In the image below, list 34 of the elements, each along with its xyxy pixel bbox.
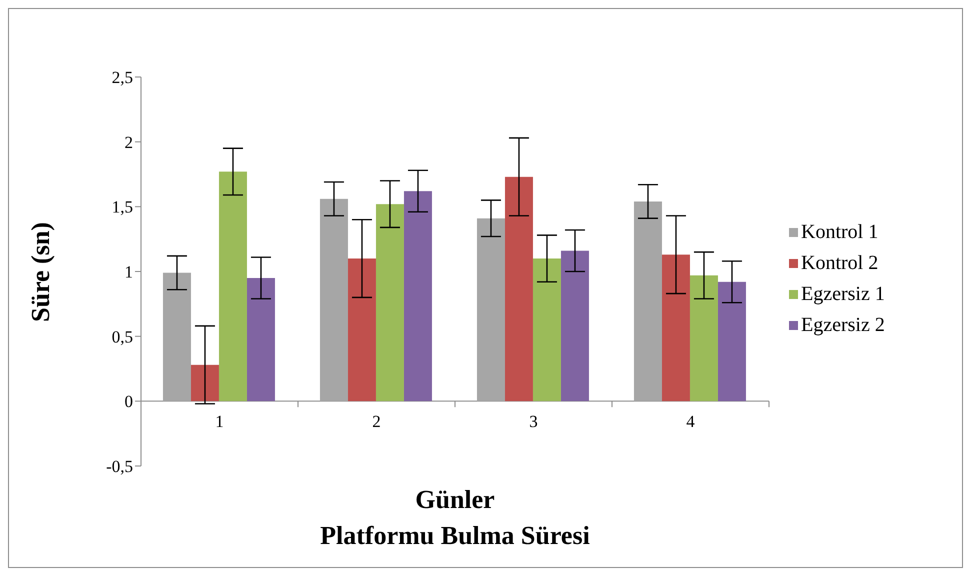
bar — [218, 172, 247, 402]
y-tick-label: 0 — [124, 392, 133, 412]
bar — [504, 176, 533, 402]
bar — [320, 198, 348, 402]
y-tick-label: 1 — [124, 262, 133, 282]
bar — [718, 282, 746, 402]
x-tick-label: 4 — [686, 412, 696, 432]
bar — [376, 204, 404, 402]
legend-label: Kontrol 1 — [801, 220, 878, 245]
bar — [532, 258, 561, 402]
y-tick-label: 2,5 — [112, 68, 133, 88]
bar — [662, 254, 690, 402]
bar — [690, 275, 718, 402]
y-tick-label: 2 — [124, 132, 133, 152]
legend-label: Egzersiz 2 — [801, 313, 885, 338]
y-axis-title: Süre (sn) — [26, 222, 56, 322]
bar — [348, 258, 376, 402]
y-tick-label: 1,5 — [112, 198, 133, 217]
bar — [560, 250, 589, 402]
bar — [162, 272, 191, 402]
legend-label: Egzersiz 1 — [801, 282, 885, 307]
x-tick-label: 1 — [215, 412, 224, 432]
bar — [246, 278, 275, 402]
x-tick-label: 3 — [529, 412, 538, 432]
bar — [404, 191, 432, 402]
y-tick-label: 0,5 — [112, 327, 133, 346]
x-axis-title: Günler — [414, 485, 496, 515]
bar — [190, 364, 219, 402]
legend-label: Kontrol 2 — [801, 251, 878, 276]
x-tick-label: 2 — [372, 412, 381, 432]
bar — [476, 218, 505, 402]
y-tick-label: -0,5 — [106, 457, 133, 476]
bar — [634, 201, 662, 402]
text: Platformu Bulma Süresi — [319, 521, 591, 551]
